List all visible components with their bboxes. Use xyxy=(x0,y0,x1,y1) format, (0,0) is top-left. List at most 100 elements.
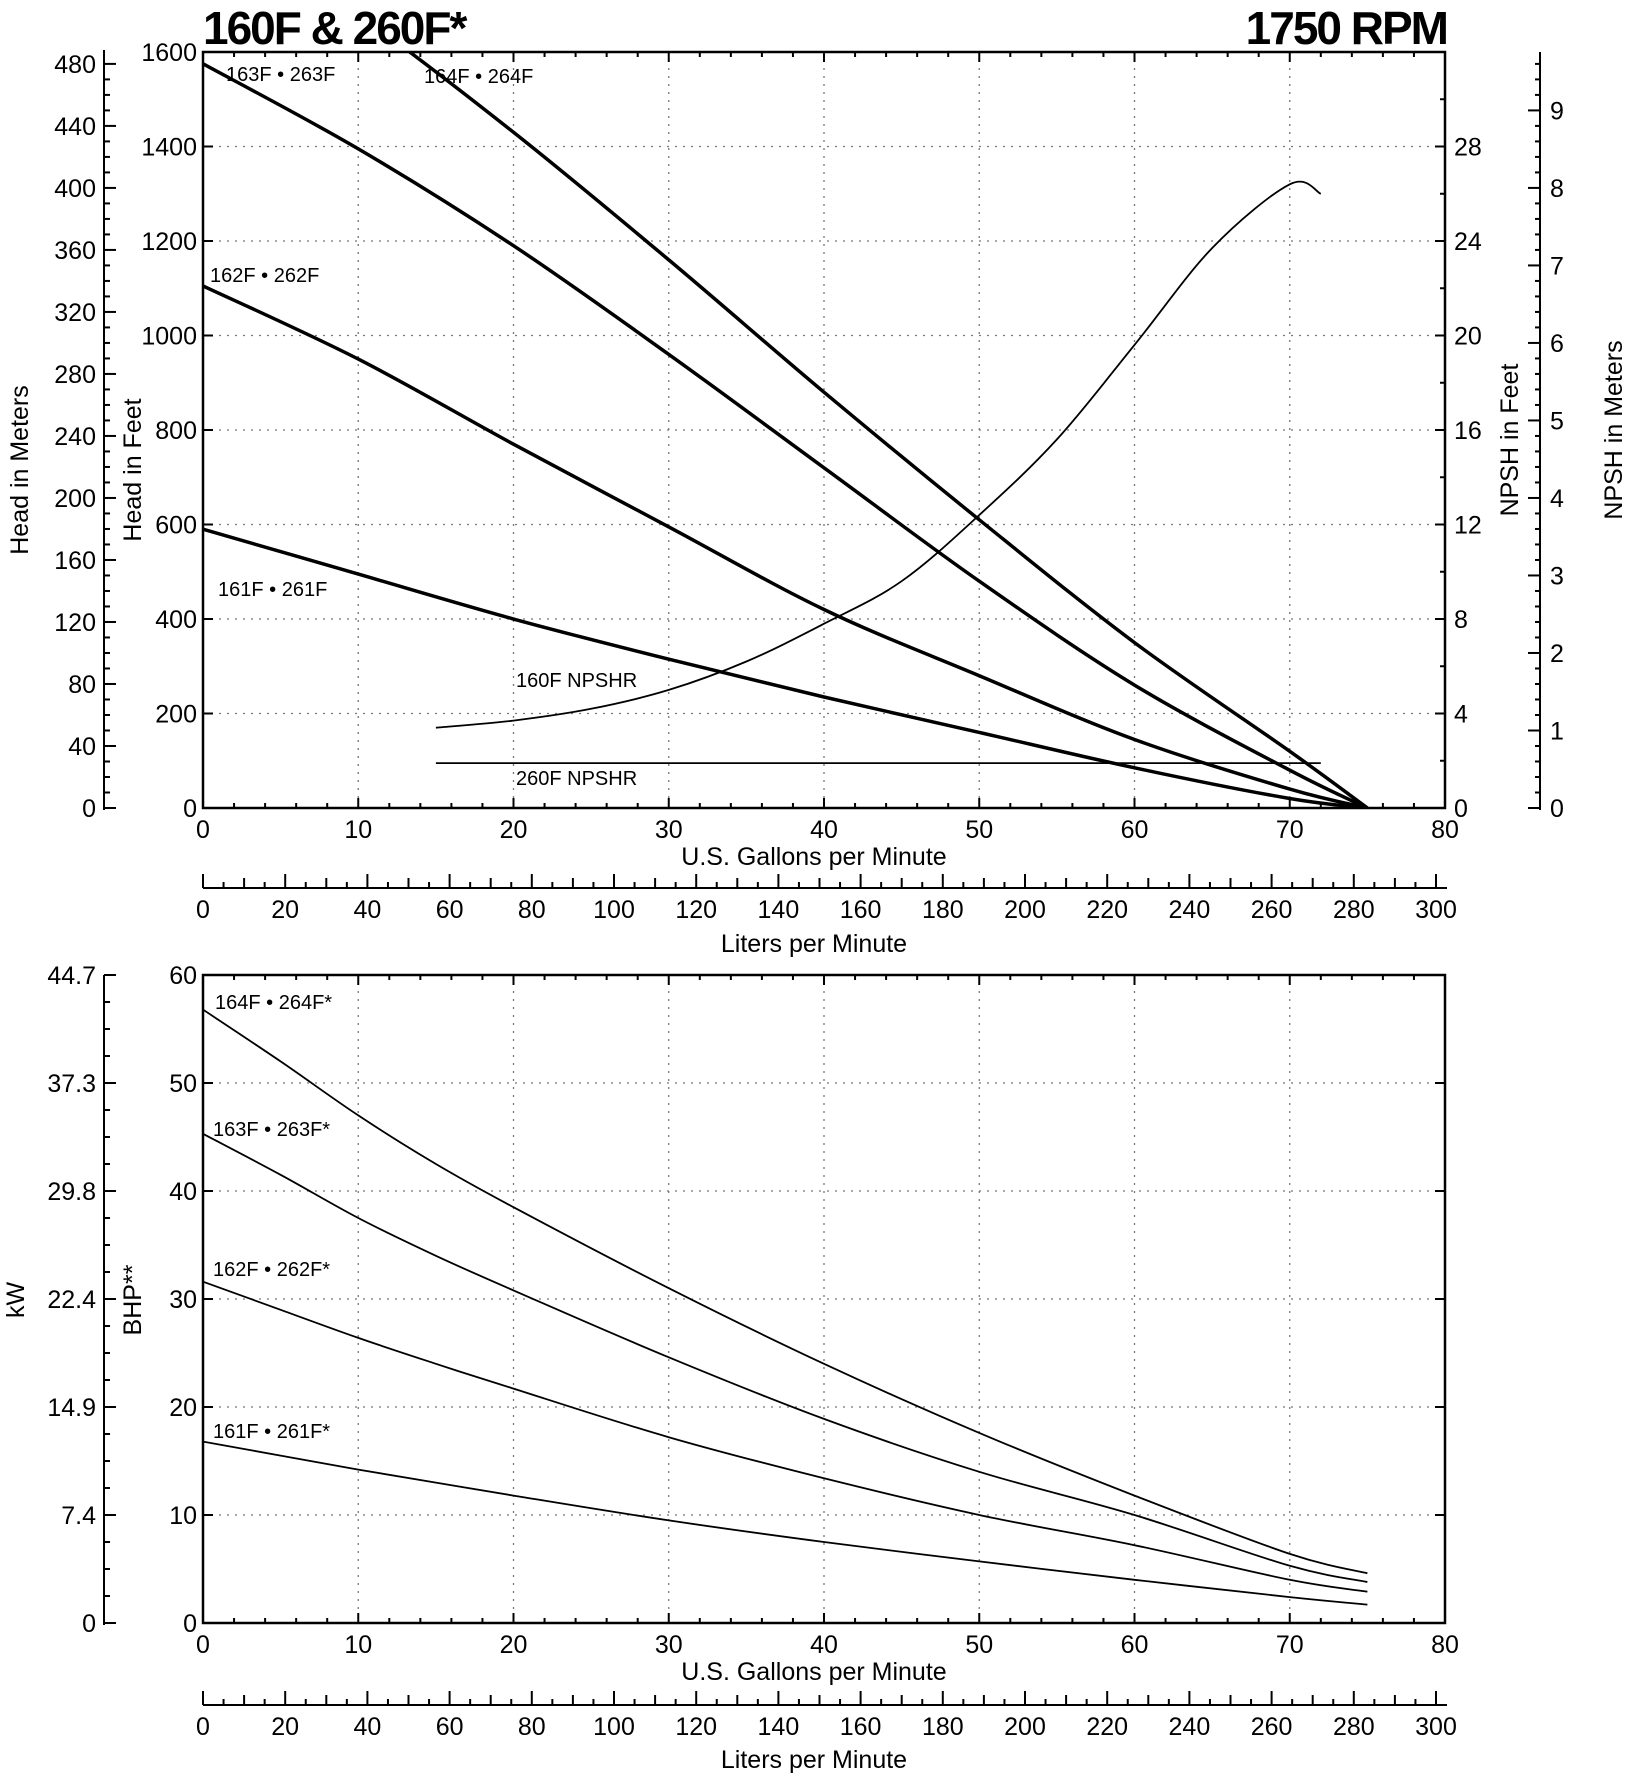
head-meters-tick-label: 400 xyxy=(54,175,96,203)
head-liters-tick-label: 140 xyxy=(758,896,800,924)
head-liters-tick-label: 120 xyxy=(675,896,717,924)
head-curve-2 xyxy=(203,62,1369,808)
head-x-tick-label: 40 xyxy=(810,816,838,844)
head-liters-tick-label: 100 xyxy=(593,896,635,924)
series-label-162f-power: 162F • 262F* xyxy=(213,1259,330,1281)
series-label-161f-power: 161F • 261F* xyxy=(213,1421,330,1443)
head-npsh-meters-tick-label: 0 xyxy=(1550,795,1564,823)
head-y-axis-title: Head in Feet xyxy=(119,398,147,541)
npsh-label-160f: 160F NPSHR xyxy=(516,670,637,692)
power-liters-tick-label: 20 xyxy=(271,1713,299,1741)
head-y-tick-label: 1600 xyxy=(141,39,197,67)
head-x-tick-label: 30 xyxy=(655,816,683,844)
head-x-tick-label: 50 xyxy=(965,816,993,844)
head-x2-axis-title: Liters per Minute xyxy=(721,930,907,958)
power-liters-tick-label: 0 xyxy=(196,1713,210,1741)
head-y-tick-label: 1000 xyxy=(141,323,197,351)
power-y-tick-label: 0 xyxy=(183,1610,197,1638)
head-meters-tick-label: 320 xyxy=(54,299,96,327)
head-x-tick-label: 10 xyxy=(344,816,372,844)
power-x-tick-label: 30 xyxy=(655,1631,683,1659)
power-liters-tick-label: 160 xyxy=(840,1713,882,1741)
power-liters-tick-label: 100 xyxy=(593,1713,635,1741)
npsh-label-260f: 260F NPSHR xyxy=(516,768,637,790)
series-label-163f: 163F • 263F xyxy=(226,64,335,86)
series-label-164f: 164F • 264F xyxy=(424,66,533,88)
head-npsh-meters-tick-label: 3 xyxy=(1550,562,1564,590)
power-liters-tick-label: 180 xyxy=(922,1713,964,1741)
power-x2-axis-title: Liters per Minute xyxy=(721,1746,907,1774)
head-y-tick-label: 600 xyxy=(155,512,197,540)
head-meters-tick-label: 440 xyxy=(54,113,96,141)
head-meters-tick-label: 120 xyxy=(54,609,96,637)
npshr-curve-160f xyxy=(435,180,1322,729)
power-kw-tick-label: 7.4 xyxy=(61,1502,96,1530)
head-curve-1 xyxy=(406,52,1369,808)
head-meters-tick-label: 280 xyxy=(54,361,96,389)
head-npsh-meters-tick-label: 2 xyxy=(1550,640,1564,668)
head-x-tick-label: 60 xyxy=(1121,816,1149,844)
head-npsh-feet-tick-label: 4 xyxy=(1454,701,1468,729)
head-liters-tick-label: 280 xyxy=(1333,896,1375,924)
power-kw-tick-label: 0 xyxy=(82,1610,96,1638)
power-x-axis-title: U.S. Gallons per Minute xyxy=(681,1658,946,1686)
power-liters-tick-label: 60 xyxy=(436,1713,464,1741)
power-liters-tick-label: 280 xyxy=(1333,1713,1375,1741)
head-x-tick-label: 70 xyxy=(1276,816,1304,844)
head-meters-tick-label: 80 xyxy=(68,671,96,699)
power-liters-tick-label: 120 xyxy=(675,1713,717,1741)
power-panel: 0 10 20 30 40 50 60 70 800 20 40 60 80 100 120 140 160 18… xyxy=(2,962,1459,1774)
power-curve-1 xyxy=(203,1008,1368,1575)
power-axes: 0 10 20 30 40 50 60 70 800 20 40 60 80 100 120 140 160 18… xyxy=(47,962,1459,1741)
power-kw-tick-label: 44.7 xyxy=(47,962,96,990)
head-meters-tick-label: 0 xyxy=(82,795,96,823)
power-kw-tick-label: 14.9 xyxy=(47,1394,96,1422)
power-liters-tick-label: 240 xyxy=(1169,1713,1211,1741)
head-npsh-meters-tick-label: 8 xyxy=(1550,175,1564,203)
power-curve-4 xyxy=(203,1440,1368,1606)
power-y-tick-label: 20 xyxy=(169,1394,197,1422)
power-curve-2 xyxy=(203,1133,1368,1583)
head-x-axis-title: U.S. Gallons per Minute xyxy=(681,843,946,871)
head-y-tick-label: 1400 xyxy=(141,134,197,162)
head-liters-tick-label: 40 xyxy=(353,896,381,924)
head-x-tick-label: 80 xyxy=(1431,816,1459,844)
chart-title-right: 1750 RPM xyxy=(1246,2,1447,54)
head-liters-tick-label: 220 xyxy=(1086,896,1128,924)
power-liters-tick-label: 300 xyxy=(1415,1713,1457,1741)
head-axes: 0 10 20 30 40 50 60 70 800 20 40 60 80 100 120 140 160 18… xyxy=(54,39,1564,924)
power-liters-tick-label: 40 xyxy=(353,1713,381,1741)
power-liters-tick-label: 200 xyxy=(1004,1713,1046,1741)
power-x-tick-label: 60 xyxy=(1121,1631,1149,1659)
npsh-meters-axis-title: NPSH in Meters xyxy=(1600,340,1628,519)
power-gridlines xyxy=(203,975,1445,1623)
power-kw-tick-label: 37.3 xyxy=(47,1070,96,1098)
head-liters-tick-label: 260 xyxy=(1251,896,1293,924)
power-x-tick-label: 20 xyxy=(500,1631,528,1659)
head-meters-tick-label: 480 xyxy=(54,51,96,79)
head-npsh-feet-tick-label: 24 xyxy=(1454,228,1482,256)
head-npsh-feet-tick-label: 8 xyxy=(1454,606,1468,634)
power-liters-tick-label: 140 xyxy=(758,1713,800,1741)
head-meters-tick-label: 160 xyxy=(54,547,96,575)
series-label-161f: 161F • 261F xyxy=(218,579,327,601)
head-y-tick-label: 0 xyxy=(183,795,197,823)
power-series-labels: 164F • 264F* 163F • 263F* 162F • 262F* 1… xyxy=(213,992,332,1443)
head-curves xyxy=(203,52,1369,808)
head-meters-tick-label: 240 xyxy=(54,423,96,451)
head-meters-tick-label: 40 xyxy=(68,733,96,761)
head-liters-tick-label: 0 xyxy=(196,896,210,924)
head-liters-tick-label: 300 xyxy=(1415,896,1457,924)
head-npsh-feet-tick-label: 0 xyxy=(1454,795,1468,823)
power-liters-tick-label: 260 xyxy=(1251,1713,1293,1741)
power-y-tick-label: 10 xyxy=(169,1502,197,1530)
series-label-163f-power: 163F • 263F* xyxy=(213,1119,330,1141)
head-npsh-meters-tick-label: 6 xyxy=(1550,330,1564,358)
head-liters-tick-label: 80 xyxy=(518,896,546,924)
head-liters-tick-label: 60 xyxy=(436,896,464,924)
head-y-tick-label: 1200 xyxy=(141,228,197,256)
head-curve-3 xyxy=(203,284,1368,808)
head-meters-tick-label: 360 xyxy=(54,237,96,265)
power-x-tick-label: 10 xyxy=(344,1631,372,1659)
